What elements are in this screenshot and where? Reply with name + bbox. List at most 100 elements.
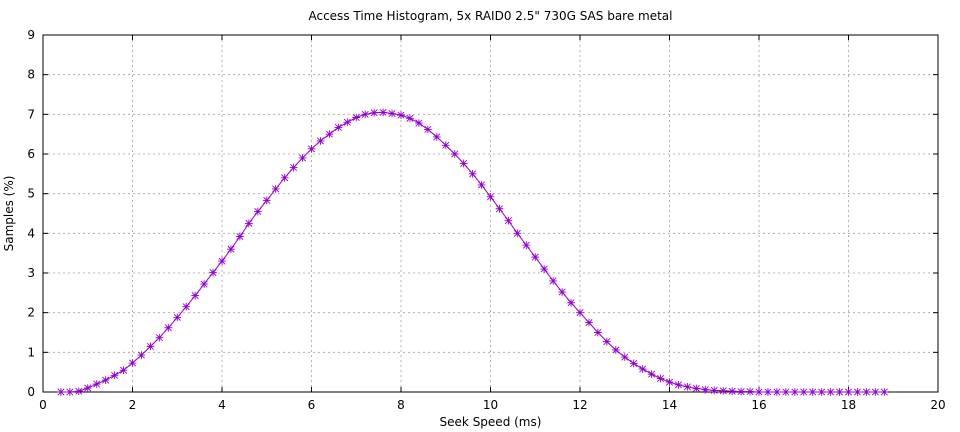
data-point — [424, 125, 432, 134]
data-point — [513, 229, 522, 238]
data-point — [764, 388, 772, 396]
data-point — [808, 388, 817, 396]
data-point — [352, 113, 361, 122]
data-point — [432, 133, 441, 141]
data-point — [585, 318, 593, 327]
data-point — [504, 216, 513, 225]
data-point — [728, 387, 736, 396]
tick-marks — [42, 34, 939, 393]
data-point — [853, 388, 862, 396]
data-point — [164, 323, 173, 332]
series-markers — [57, 108, 889, 396]
data-point — [173, 313, 182, 322]
data-point — [146, 342, 155, 351]
data-point — [289, 163, 298, 172]
y-tick-label: 2 — [27, 306, 35, 320]
x-tick-label: 4 — [218, 398, 226, 412]
data-point — [459, 159, 468, 168]
data-point — [110, 371, 119, 380]
data-point — [415, 119, 423, 127]
y-tick-label: 5 — [27, 187, 35, 201]
data-point — [92, 380, 101, 388]
x-tick-label: 2 — [129, 398, 137, 412]
data-point — [450, 150, 459, 158]
data-point — [209, 268, 217, 277]
data-point — [200, 280, 208, 288]
data-point — [880, 388, 889, 396]
x-tick-label: 12 — [572, 398, 587, 412]
data-point — [253, 207, 262, 216]
x-tick-label: 14 — [662, 398, 677, 412]
data-point — [361, 110, 370, 119]
data-point — [182, 302, 191, 311]
y-tick-label: 6 — [27, 147, 35, 161]
grid-lines — [43, 35, 938, 392]
x-tick-label: 0 — [39, 398, 47, 412]
data-point — [477, 181, 486, 189]
data-point — [701, 385, 710, 394]
data-point — [826, 388, 835, 396]
data-point — [388, 109, 396, 118]
y-tick-label: 7 — [27, 107, 35, 121]
data-point — [486, 193, 495, 201]
x-tick-label: 16 — [751, 398, 766, 412]
data-point — [128, 359, 137, 367]
y-tick-label: 1 — [27, 345, 35, 359]
data-point — [683, 383, 692, 391]
data-point — [665, 378, 674, 386]
data-point — [871, 388, 880, 396]
data-point — [674, 381, 683, 389]
data-point — [755, 388, 763, 396]
data-point — [719, 386, 728, 395]
data-point — [101, 376, 110, 384]
x-tick-label: 20 — [930, 398, 945, 412]
data-point — [862, 388, 871, 396]
data-point — [191, 291, 199, 300]
data-point — [379, 108, 387, 117]
data-point — [773, 388, 781, 396]
data-point — [119, 366, 128, 375]
data-point — [137, 351, 146, 359]
x-tick-labels: 0 2 4 6 8 10 12 14 16 18 20 — [39, 398, 945, 412]
data-point — [155, 333, 164, 342]
data-point — [692, 384, 701, 393]
data-point — [218, 257, 226, 265]
data-point — [844, 388, 853, 396]
data-point — [262, 196, 271, 205]
data-point — [710, 386, 719, 395]
x-tick-label: 6 — [308, 398, 316, 412]
data-point — [334, 123, 343, 132]
data-point — [790, 388, 799, 396]
data-point — [737, 387, 745, 396]
data-point — [549, 277, 557, 285]
plot-frame — [42, 34, 939, 393]
data-point — [236, 232, 244, 241]
data-point — [406, 114, 414, 123]
data-point — [611, 346, 620, 354]
data-point — [298, 154, 307, 162]
data-point — [271, 185, 280, 193]
data-point — [325, 130, 334, 139]
data-point — [817, 388, 826, 396]
data-point — [656, 374, 665, 383]
data-point — [397, 111, 405, 119]
y-tick-labels: 0 1 2 3 4 5 6 7 8 9 — [27, 28, 35, 399]
data-point — [316, 137, 325, 145]
data-point — [638, 365, 647, 373]
data-point — [307, 145, 316, 153]
x-tick-label: 8 — [397, 398, 405, 412]
data-point — [594, 328, 602, 337]
data-point — [782, 388, 790, 396]
data-point — [799, 388, 808, 396]
data-point — [603, 337, 611, 346]
data-point — [531, 253, 540, 261]
data-point — [280, 173, 289, 182]
y-tick-label: 4 — [27, 226, 35, 240]
data-point — [576, 308, 584, 317]
x-tick-label: 10 — [483, 398, 498, 412]
data-point — [245, 219, 253, 228]
data-point — [567, 298, 575, 307]
y-tick-label: 9 — [27, 28, 35, 42]
data-point — [620, 353, 629, 361]
